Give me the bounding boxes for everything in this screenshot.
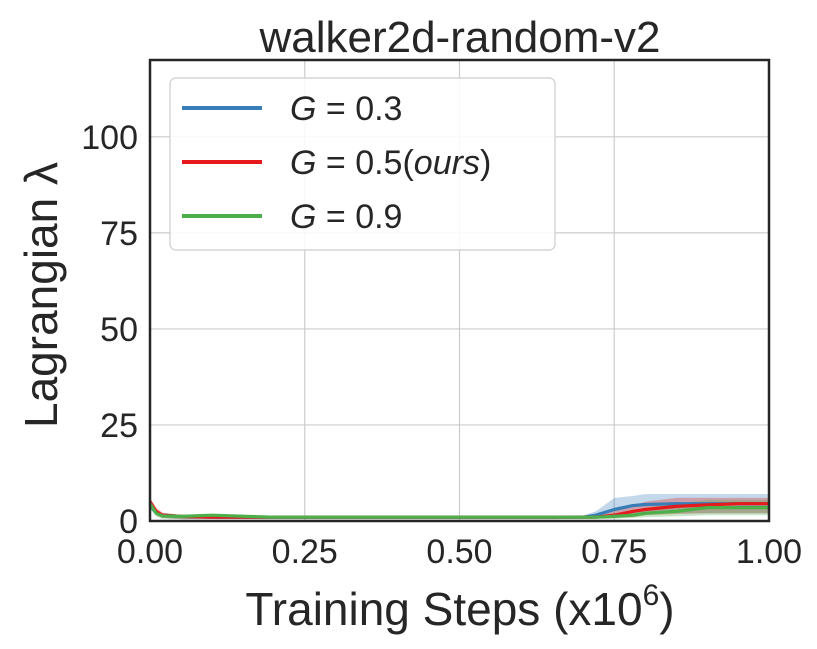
x-tick-label: 1.00: [736, 533, 802, 571]
series-band-0: [150, 494, 769, 520]
y-axis-ticks: 0 25 50 75 100: [81, 119, 138, 541]
plot-area-frame: [148, 58, 771, 523]
legend: G = 0.3 G = 0.5(ours) G = 0.9: [169, 77, 556, 251]
y-tick-label: 75: [100, 215, 138, 253]
y-tick-label: 50: [100, 311, 138, 349]
legend-label-1: G = 0.5(ours): [290, 144, 491, 182]
x-axis-label-main: Training Steps (x10: [245, 583, 642, 635]
x-axis-label-close: ): [659, 583, 674, 635]
y-tick-label: 25: [100, 407, 138, 445]
x-axis-label: Training Steps (x106): [245, 579, 674, 635]
legend-label-0: G = 0.3: [290, 90, 402, 128]
y-axis-label: Lagrangian λ: [15, 162, 67, 428]
chart-title: walker2d-random-v2: [258, 13, 660, 62]
y-tick-label: 100: [81, 119, 138, 157]
x-axis-ticks: 0.00 0.25 0.50 0.75 1.00: [117, 533, 802, 571]
x-tick-label: 0.00: [117, 533, 183, 571]
x-tick-label: 0.50: [426, 533, 492, 571]
series-line-2: [148, 502, 769, 519]
y-tick-label: 0: [119, 503, 138, 541]
x-tick-label: 0.25: [272, 533, 338, 571]
legend-box: [169, 77, 556, 251]
series-lines: [148, 500, 769, 519]
legend-label-2: G = 0.9: [290, 198, 402, 236]
x-axis-label-exponent: 6: [643, 579, 660, 612]
x-tick-label: 0.75: [581, 533, 647, 571]
